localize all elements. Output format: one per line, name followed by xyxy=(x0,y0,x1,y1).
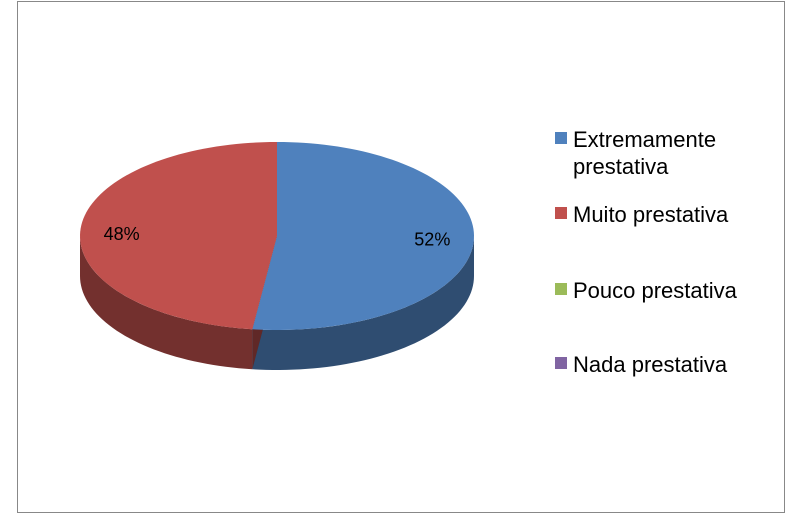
legend-swatch xyxy=(555,132,567,144)
slice xyxy=(252,142,474,330)
legend-swatch xyxy=(555,357,567,369)
legend-swatch xyxy=(555,283,567,295)
data-label: 48% xyxy=(104,224,140,244)
slice xyxy=(80,142,277,330)
pie: 52% 48% xyxy=(80,142,474,370)
legend-label: Muito prestativa xyxy=(573,202,729,227)
legend-swatch xyxy=(555,207,567,219)
legend-label: Nada prestativa xyxy=(573,352,728,377)
slice-side xyxy=(80,236,253,370)
slice-side xyxy=(252,236,474,370)
legend-label: Pouco prestativa xyxy=(573,278,737,303)
data-label: 52% xyxy=(414,229,450,249)
legend-label: Extremamente prestativa xyxy=(573,127,717,179)
